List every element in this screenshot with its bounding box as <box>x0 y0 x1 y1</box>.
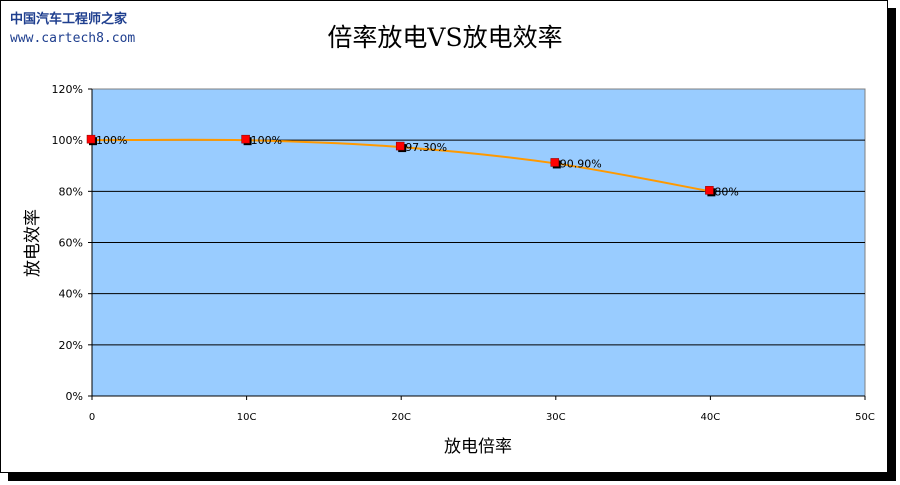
y-tick-label: 80% <box>59 185 83 198</box>
data-label: 90.90% <box>560 157 602 170</box>
x-tick-label: 40C <box>701 412 721 423</box>
y-tick-label: 120% <box>52 83 83 96</box>
gridlines <box>92 139 865 346</box>
y-tick-label: 100% <box>52 134 83 147</box>
data-point <box>395 141 405 151</box>
x-tick-label: 0 <box>89 412 95 423</box>
x-tick-label: 30C <box>546 412 566 423</box>
y-tick-label: 0% <box>66 390 83 403</box>
data-point <box>705 186 714 195</box>
frame-shadow-right <box>888 8 896 477</box>
y-axis-label: 放电效率 <box>23 209 43 277</box>
data-point <box>86 134 96 144</box>
watermark-site-name: 中国汽车工程师之家 <box>10 12 128 27</box>
y-axis-ticks: 0% 20% 40% 60% 80% 100% 120% <box>52 83 92 403</box>
data-label: 97.30% <box>405 141 447 154</box>
data-label: 100% <box>251 134 282 147</box>
x-tick-label: 50C <box>855 412 875 423</box>
data-label: 100% <box>96 134 127 147</box>
x-tick-label: 10C <box>237 412 257 423</box>
x-axis-label: 放电倍率 <box>444 437 512 457</box>
x-tick-label: 20C <box>391 412 411 423</box>
data-point <box>241 134 250 144</box>
frame-shadow-bottom <box>8 473 896 481</box>
y-tick-label: 20% <box>59 339 83 352</box>
y-tick-label: 60% <box>59 237 83 250</box>
x-axis-ticks: 0 10C 20C 30C 40C 50C <box>89 396 875 423</box>
data-label: 80% <box>714 185 738 198</box>
series-efficiency: 100% 100% 97.30% 90.90% 80% <box>86 134 739 198</box>
watermark-url: www.cartech8.com <box>10 31 136 46</box>
chart-title: 倍率放电VS放电效率 <box>327 23 562 52</box>
data-point <box>550 158 560 167</box>
y-tick-label: 40% <box>59 288 83 301</box>
